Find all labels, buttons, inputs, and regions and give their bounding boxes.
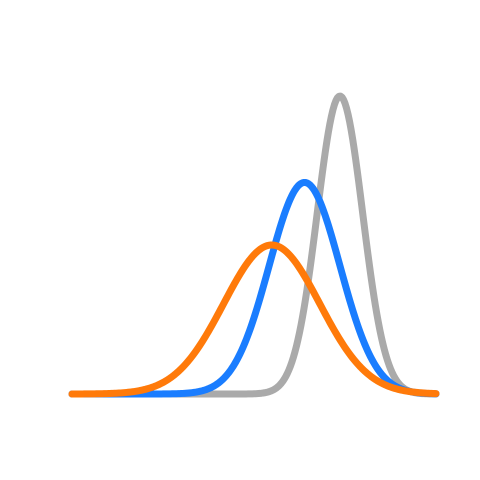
series-line-blue — [68, 178, 440, 398]
series-line-orange — [68, 241, 440, 398]
curves-layer — [68, 92, 440, 398]
series-line-gray — [68, 92, 440, 398]
